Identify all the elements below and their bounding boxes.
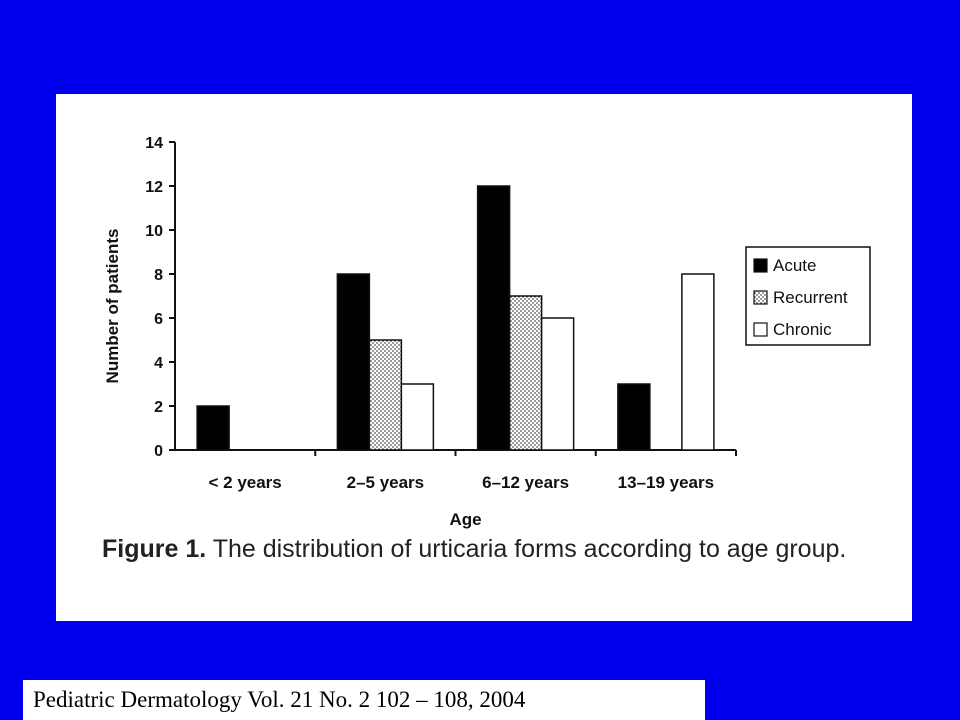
y-tick-label: 0: [154, 443, 163, 460]
caption-text: The distribution of urticaria forms acco…: [212, 535, 847, 563]
bar-recurrent: [368, 339, 403, 451]
figure-panel: 0 2 4 6 8 10 12 14 < 2 years 2–5 years 6–12 years 1…: [56, 94, 912, 621]
legend-swatch-chronic: [753, 322, 768, 337]
y-tick-label: 2: [154, 399, 163, 416]
bar-chronic: [540, 317, 575, 451]
figure-caption: Figure 1. The distribution of urticaria …: [102, 534, 902, 565]
caption-label: Figure 1.: [102, 535, 207, 563]
bar-chart: 0 2 4 6 8 10 12 14 < 2 years 2–5 years 6–12 years 1…: [103, 135, 871, 529]
bar-acute: [196, 405, 230, 451]
y-tick-label: 10: [145, 223, 163, 240]
bar-acute: [476, 185, 511, 451]
legend-label-recurrent: Recurrent: [773, 288, 848, 307]
x-category-label: < 2 years: [208, 473, 281, 492]
legend-swatch-acute: [753, 258, 768, 273]
bar-chronic: [681, 273, 715, 451]
citation: Pediatric Dermatology Vol. 21 No. 2 102 …: [23, 680, 705, 720]
x-category-label: 6–12 years: [482, 473, 569, 492]
y-tick-label: 6: [154, 311, 163, 328]
x-category-label: 13–19 years: [618, 473, 714, 492]
y-tick-label: 8: [154, 267, 163, 284]
bar-chronic: [400, 383, 435, 451]
bar-recurrent: [508, 295, 543, 451]
x-axis-title: Age: [449, 510, 481, 529]
y-tick-label: 12: [145, 179, 163, 196]
y-axis-title: Number of patients: [103, 229, 122, 384]
legend-label-acute: Acute: [773, 256, 816, 275]
bar-acute: [617, 383, 651, 451]
legend-swatch-recurrent: [753, 290, 768, 305]
x-category-label: 2–5 years: [347, 473, 425, 492]
y-tick-label: 4: [154, 355, 163, 372]
y-tick-label: 14: [145, 135, 163, 152]
bar-acute: [336, 273, 371, 451]
legend-label-chronic: Chronic: [773, 320, 832, 339]
